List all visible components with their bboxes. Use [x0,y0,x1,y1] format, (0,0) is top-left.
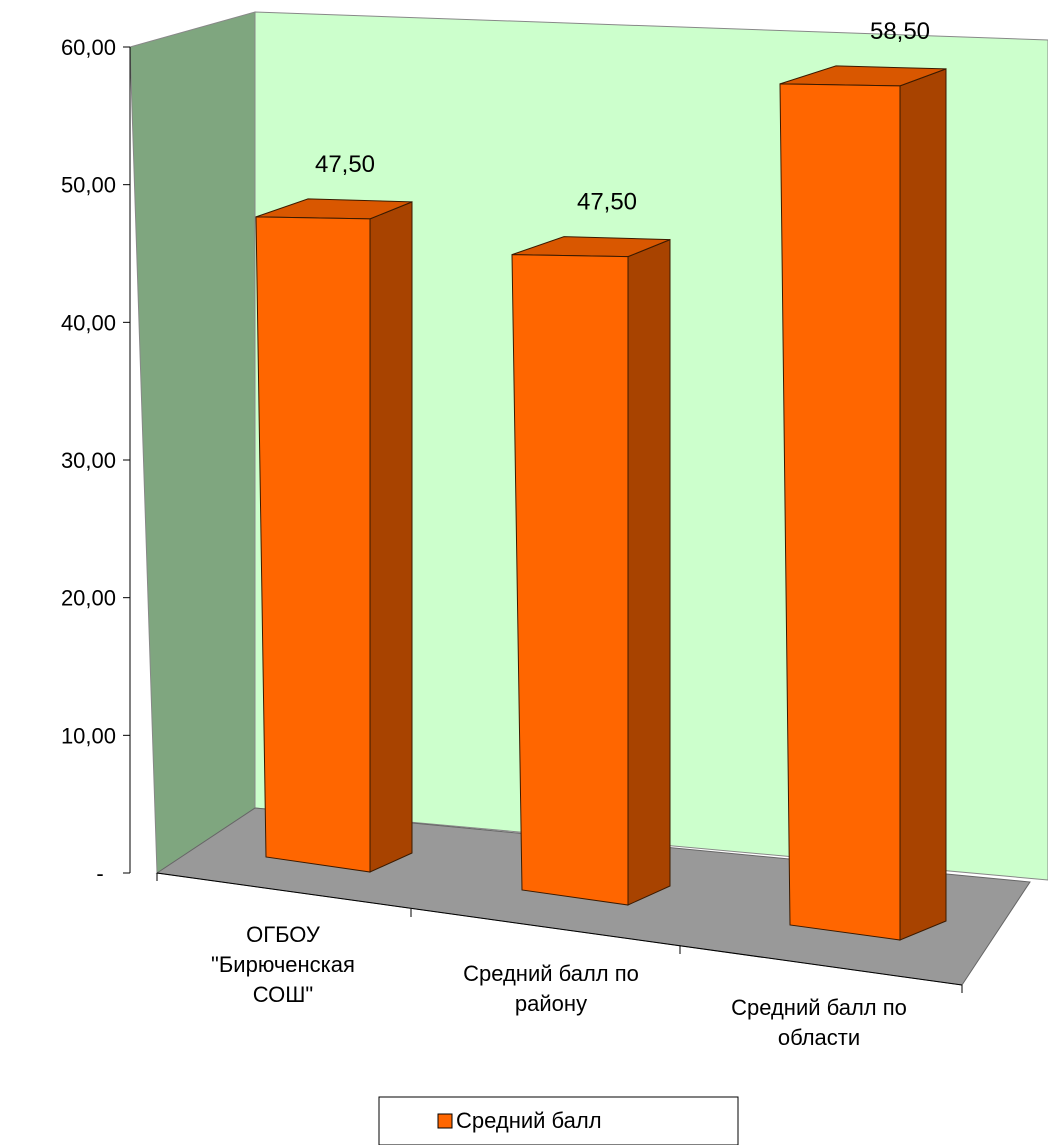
bar-side [627,238,671,906]
y-tick-label: 50,00 [61,173,116,198]
x-axis-line [156,872,963,986]
bar [511,236,671,906]
x-tick-label: ОГБОУ "Бирюченская СОШ" [211,922,355,1007]
legend-label: Средний балл [456,1108,602,1133]
data-label: 47,50 [315,151,375,178]
data-label: 58,50 [870,18,930,45]
y-tick-label: 10,00 [61,723,116,748]
x-tick-label-line: Средний балл по [731,995,907,1020]
y-tick-label: 30,00 [61,448,116,473]
y-tick-label: 20,00 [61,586,116,611]
legend: Средний балл [378,1096,739,1145]
bar [779,65,947,941]
y-axis: - 10,00 20,00 30,00 40,00 50,00 60,00 [61,35,131,886]
y-tick-label: 40,00 [61,310,116,335]
x-tick-label-line: Средний балл по [463,961,639,986]
x-tick-label-line: СОШ" [253,982,314,1007]
x-axis: ОГБОУ "Бирюченская СОШ" Средний балл по райо… [156,872,963,1050]
x-tick-label: Средний балл по области [731,995,907,1050]
legend-swatch [437,1113,453,1129]
bar [255,198,413,873]
y-tick-label: 60,00 [61,35,116,60]
bar-side [899,68,947,941]
x-tick-label-line: ОГБОУ [246,922,321,947]
bar-front [255,216,371,873]
x-tick-label: Средний балл по району [463,961,639,1016]
x-tick-label-line: области [778,1025,860,1050]
bar-side [369,201,413,873]
bar-front [511,254,629,906]
x-tick-label-line: району [515,991,587,1016]
data-label: 47,50 [577,189,637,216]
x-tick-label-line: "Бирюченская [211,952,355,977]
side-wall [129,11,256,874]
y-tick-label: - [96,861,103,886]
bar-front [779,83,901,941]
bars: 47,50 47,50 58,50 [255,18,947,941]
